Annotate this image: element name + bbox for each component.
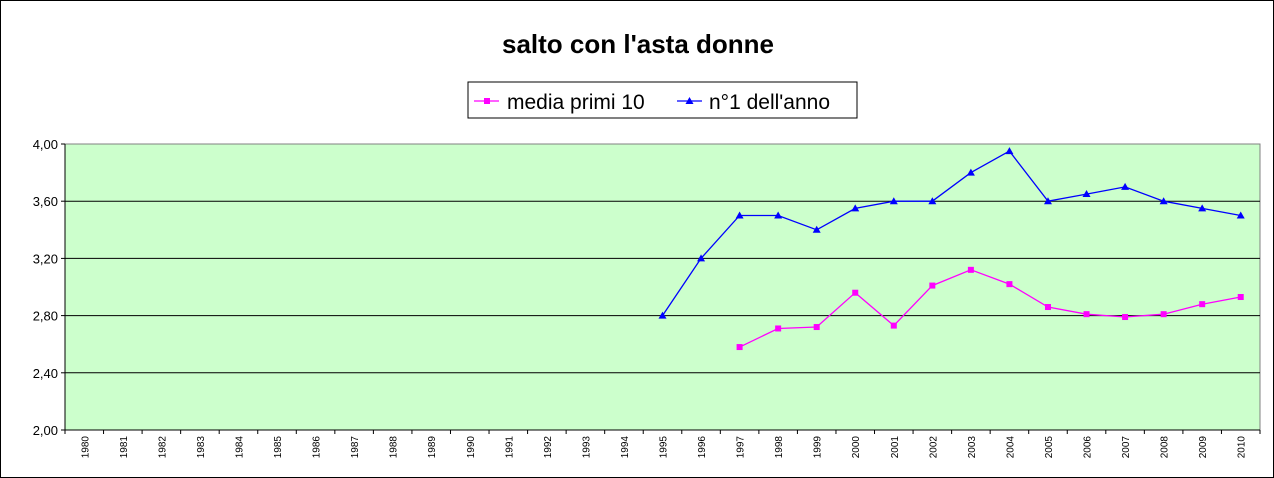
data-point xyxy=(813,324,820,331)
x-tick-label: 2009 xyxy=(1198,436,1209,459)
legend-marker-series-2 xyxy=(685,97,694,104)
legend-marker-series-1 xyxy=(484,98,490,104)
x-tick-label: 1983 xyxy=(196,436,207,459)
y-tick-label: 2,80 xyxy=(33,309,58,324)
data-point xyxy=(735,211,744,219)
data-point xyxy=(1082,190,1091,198)
x-tick-label: 2007 xyxy=(1121,436,1132,459)
x-tick-label: 1994 xyxy=(620,436,631,459)
x-tick-label: 1998 xyxy=(774,436,785,459)
x-tick-label: 2000 xyxy=(851,436,862,459)
data-point xyxy=(967,266,974,273)
data-point xyxy=(928,197,937,205)
x-tick-label: 1993 xyxy=(581,436,592,459)
x-tick-label: 2001 xyxy=(890,436,901,459)
x-tick-label: 1980 xyxy=(80,436,91,459)
x-tick-label: 1990 xyxy=(466,436,477,459)
data-point xyxy=(658,311,667,319)
x-tick-label: 1992 xyxy=(543,436,554,459)
y-tick-label: 2,00 xyxy=(33,423,58,438)
data-point xyxy=(1237,294,1244,301)
legend-label-series-2: n°1 dell'anno xyxy=(709,91,830,114)
x-tick-label: 1987 xyxy=(350,436,361,459)
x-tick-label: 2004 xyxy=(1005,436,1016,459)
series-2 xyxy=(658,147,1245,319)
data-point xyxy=(775,325,782,332)
series-line-2 xyxy=(661,150,1241,316)
x-tick-label: 1989 xyxy=(427,436,438,459)
x-tick-label: 1996 xyxy=(697,436,708,459)
data-point xyxy=(889,197,898,205)
data-point xyxy=(1043,197,1052,205)
y-tick-label: 4,00 xyxy=(33,137,58,152)
x-tick-label: 2008 xyxy=(1160,436,1171,459)
x-tick-label: 1999 xyxy=(813,436,824,459)
data-point xyxy=(1044,304,1051,311)
data-point xyxy=(851,204,860,212)
legend-label-series-1: media primi 10 xyxy=(507,91,645,114)
plot-area xyxy=(64,143,1261,431)
x-tick-label: 2005 xyxy=(1044,436,1055,459)
series-1 xyxy=(736,266,1244,351)
data-point xyxy=(852,289,859,296)
y-tick-label: 3,60 xyxy=(33,194,58,209)
x-tick-label: 1995 xyxy=(659,436,670,459)
x-tick-label: 1982 xyxy=(157,436,168,459)
data-point xyxy=(736,344,743,351)
data-point xyxy=(929,282,936,289)
legend: media primi 10 n°1 dell'anno xyxy=(467,81,858,119)
x-tick-label: 1991 xyxy=(504,436,515,459)
data-point xyxy=(1160,311,1167,318)
x-tick-label: 1981 xyxy=(119,436,130,459)
data-point xyxy=(1121,182,1130,190)
y-axis: 2,00 2,40 2,80 3,20 3,60 4,00 xyxy=(33,137,66,438)
y-tick-label: 2,40 xyxy=(33,366,58,381)
series-layer xyxy=(658,147,1245,351)
data-point xyxy=(1199,301,1206,308)
legend-box xyxy=(467,81,858,119)
x-tick-label: 2003 xyxy=(967,436,978,459)
x-axis: 1980 1981 1982 1983 1984 1985 1986 1987 1988 1989… xyxy=(64,429,1261,459)
data-point xyxy=(1083,311,1090,318)
data-point xyxy=(1159,197,1168,205)
data-point xyxy=(1198,204,1207,212)
x-tick-label: 1997 xyxy=(736,436,747,459)
chart-title: salto con l'asta donne xyxy=(502,29,774,59)
data-point xyxy=(890,322,897,329)
x-tick-label: 1986 xyxy=(312,436,323,459)
x-tick-label: 2002 xyxy=(928,436,939,459)
data-point xyxy=(1005,147,1014,155)
data-point xyxy=(1122,314,1129,321)
x-tick-label: 2010 xyxy=(1237,436,1248,459)
series-line-1 xyxy=(739,269,1241,348)
y-tick-label: 3,20 xyxy=(33,251,58,266)
x-tick-label: 1984 xyxy=(234,436,245,459)
data-point xyxy=(1236,211,1245,219)
x-tick-label: 2006 xyxy=(1083,436,1094,459)
x-tick-label: 1988 xyxy=(389,436,400,459)
data-point xyxy=(812,225,821,233)
x-tick-label: 1985 xyxy=(273,436,284,459)
data-point xyxy=(1006,281,1013,288)
data-point xyxy=(966,168,975,176)
data-point xyxy=(774,211,783,219)
data-point xyxy=(697,254,706,262)
